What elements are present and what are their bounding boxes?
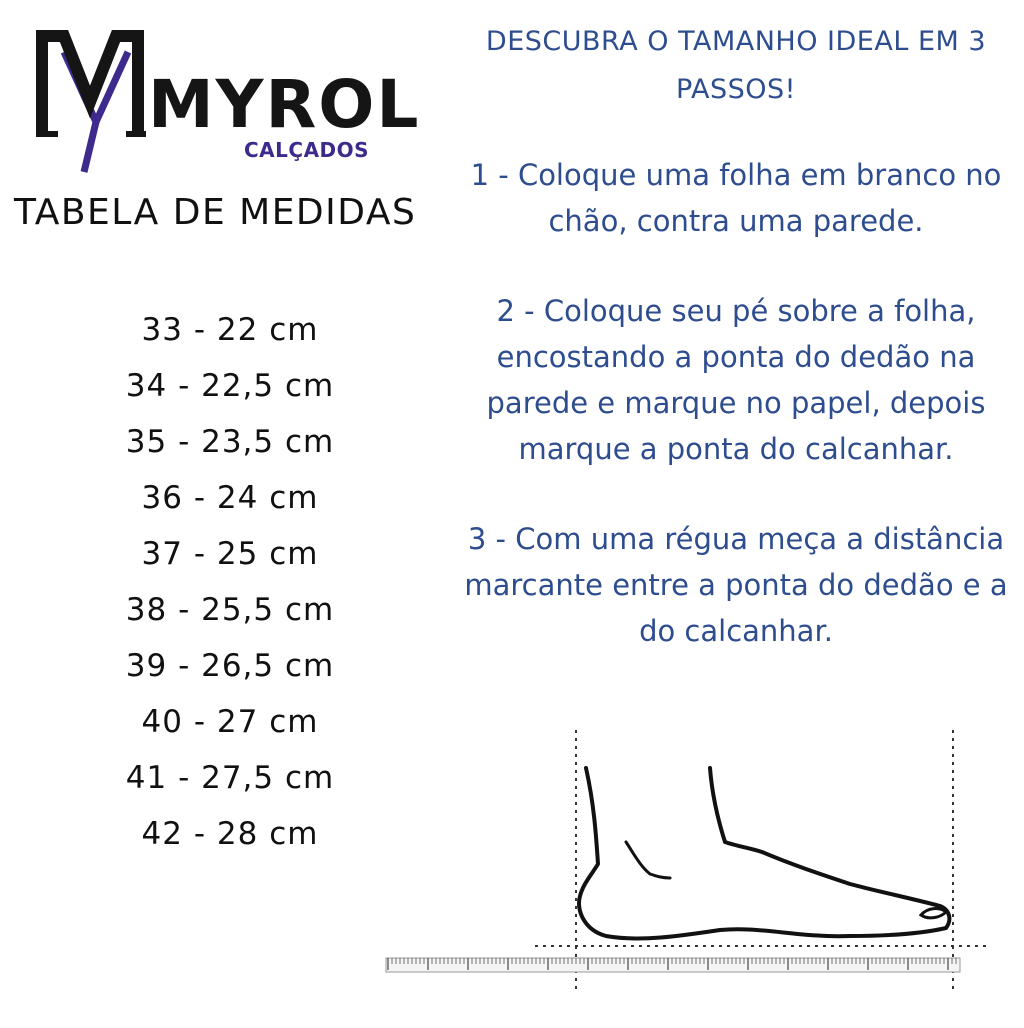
size-row: 39 - 26,5 cm: [125, 648, 335, 684]
brand-subtitle: CALÇADOS: [244, 138, 370, 162]
size-row: 36 - 24 cm: [141, 480, 319, 516]
instruction-step-2: 2 - Coloque seu pé sobre a folha, encost…: [486, 294, 986, 466]
instructions-panel: DESCUBRA O TAMANHO IDEAL EM 3 PASSOS! 1 …: [462, 18, 1010, 698]
size-row: 37 - 25 cm: [141, 536, 319, 572]
foot-measure-illustration: [380, 724, 1020, 1024]
ruler-icon: [385, 957, 961, 973]
monogram-icon: [36, 30, 146, 173]
size-row: 33 - 22 cm: [141, 312, 319, 348]
size-table: 33 - 22 cm 34 - 22,5 cm 35 - 23,5 cm 36 …: [60, 302, 400, 862]
size-row: 34 - 22,5 cm: [125, 368, 335, 404]
size-row: 42 - 28 cm: [141, 816, 319, 852]
size-row: 35 - 23,5 cm: [125, 424, 335, 460]
instructions-headline: DESCUBRA O TAMANHO IDEAL EM 3 PASSOS!: [485, 26, 987, 105]
size-row: 38 - 25,5 cm: [125, 592, 335, 628]
brand-logo: MYROL CALÇADOS: [34, 22, 418, 182]
size-table-title: TABELA DE MEDIDAS: [14, 192, 417, 233]
instruction-step-3: 3 - Com uma régua meça a distância marca…: [464, 522, 1008, 648]
size-row: 41 - 27,5 cm: [125, 760, 335, 796]
brand-name: MYROL: [148, 66, 421, 143]
instruction-step-1: 1 - Coloque uma folha em branco no chão,…: [470, 158, 1002, 238]
size-row: 40 - 27 cm: [141, 704, 319, 740]
foot-outline-icon: [535, 730, 990, 992]
